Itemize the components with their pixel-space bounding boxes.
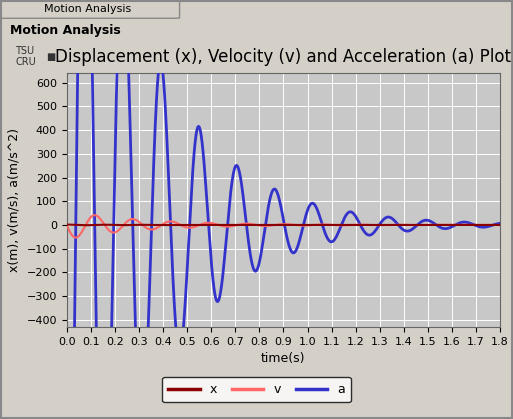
a bbox=[497, 222, 503, 227]
x bbox=[489, 222, 495, 228]
v bbox=[442, 222, 448, 228]
FancyBboxPatch shape bbox=[0, 0, 180, 18]
v bbox=[139, 222, 145, 227]
a bbox=[249, 261, 255, 266]
Text: Motion Analysis: Motion Analysis bbox=[10, 24, 121, 37]
X-axis label: time(s): time(s) bbox=[261, 352, 306, 365]
x bbox=[113, 222, 120, 228]
Legend: x, v, a: x, v, a bbox=[162, 377, 351, 402]
v bbox=[497, 222, 503, 228]
v bbox=[249, 222, 255, 227]
a bbox=[113, 92, 120, 97]
x bbox=[230, 222, 236, 228]
Text: TSU
CRU: TSU CRU bbox=[15, 46, 36, 67]
v bbox=[64, 222, 70, 228]
x bbox=[442, 222, 448, 228]
a bbox=[230, 172, 236, 177]
x bbox=[497, 222, 503, 228]
x bbox=[249, 222, 255, 228]
v bbox=[489, 222, 495, 228]
x bbox=[64, 222, 70, 227]
Text: Motion Analysis: Motion Analysis bbox=[44, 4, 131, 14]
x bbox=[83, 223, 89, 228]
Title: Displacement (x), Velocity (v) and Acceleration (a) Plot: Displacement (x), Velocity (v) and Accel… bbox=[55, 48, 511, 66]
v bbox=[92, 212, 98, 217]
v bbox=[230, 223, 236, 228]
Text: ■: ■ bbox=[46, 52, 55, 62]
a bbox=[442, 226, 448, 231]
Line: a: a bbox=[67, 0, 500, 419]
x bbox=[139, 222, 145, 228]
Y-axis label: x(m), v(m/s), a(m/s^2): x(m), v(m/s), a(m/s^2) bbox=[8, 128, 21, 272]
a bbox=[489, 223, 495, 228]
Line: v: v bbox=[67, 215, 500, 238]
v bbox=[113, 229, 120, 234]
v bbox=[72, 235, 78, 240]
